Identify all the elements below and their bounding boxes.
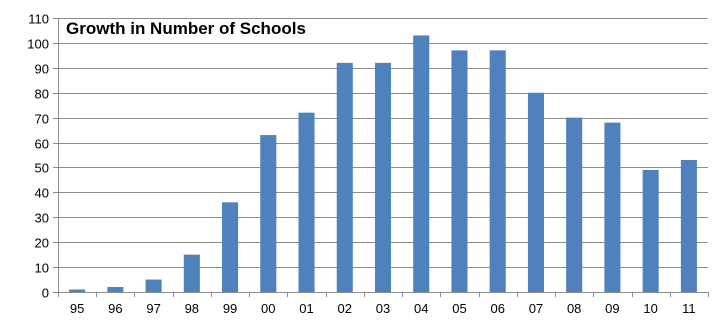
y-tick-labels: 0 10 20 30 40 50 60 70 80 90 100 110 bbox=[27, 12, 49, 301]
x-tick-label-06: 06 bbox=[490, 301, 504, 316]
bar-10 bbox=[642, 169, 659, 292]
y-tick-label-100: 100 bbox=[27, 37, 49, 52]
y-tick-label-30: 30 bbox=[35, 211, 49, 226]
bars bbox=[69, 35, 697, 293]
y-tick-label-0: 0 bbox=[42, 286, 49, 301]
x-tick-label-96: 96 bbox=[108, 301, 122, 316]
x-tick-label-09: 09 bbox=[605, 301, 619, 316]
bar-04 bbox=[413, 35, 430, 292]
y-tick-label-90: 90 bbox=[35, 62, 49, 77]
x-tick-label-10: 10 bbox=[643, 301, 657, 316]
bar-11 bbox=[680, 159, 697, 292]
bar-05 bbox=[451, 50, 468, 292]
y-tick-label-20: 20 bbox=[35, 236, 49, 251]
bar-09 bbox=[604, 122, 621, 293]
chart-title: Growth in Number of Schools bbox=[66, 19, 306, 38]
x-tick-label-07: 07 bbox=[529, 301, 543, 316]
bar-06 bbox=[489, 50, 506, 292]
x-tick-label-00: 00 bbox=[261, 301, 275, 316]
x-tick-label-95: 95 bbox=[70, 301, 84, 316]
y-tick-label-50: 50 bbox=[35, 161, 49, 176]
bar-01 bbox=[298, 112, 315, 293]
y-tick-label-40: 40 bbox=[35, 186, 49, 201]
x-tick-label-97: 97 bbox=[146, 301, 160, 316]
x-tick-label-03: 03 bbox=[376, 301, 390, 316]
x-tick-label-02: 02 bbox=[338, 301, 352, 316]
bar-07 bbox=[527, 92, 544, 292]
bar-98 bbox=[183, 254, 200, 292]
bar-99 bbox=[222, 202, 239, 292]
x-tick-label-05: 05 bbox=[452, 301, 466, 316]
x-tick-label-01: 01 bbox=[299, 301, 313, 316]
y-tick-label-110: 110 bbox=[28, 12, 49, 27]
x-tick-label-98: 98 bbox=[185, 301, 199, 316]
bar-00 bbox=[260, 135, 277, 292]
x-tick-label-08: 08 bbox=[567, 301, 581, 316]
bar-08 bbox=[566, 117, 583, 292]
x-tick-label-99: 99 bbox=[223, 301, 237, 316]
bar-03 bbox=[374, 62, 392, 293]
y-tick-label-80: 80 bbox=[35, 87, 49, 102]
x-tick-label-11: 11 bbox=[682, 301, 696, 316]
bar-95 bbox=[69, 289, 86, 292]
bar-02 bbox=[336, 62, 353, 293]
y-tick-label-10: 10 bbox=[35, 261, 49, 276]
x-tick-label-04: 04 bbox=[414, 301, 428, 316]
y-tick-label-70: 70 bbox=[35, 112, 49, 127]
bar-97 bbox=[145, 279, 162, 292]
bar-96 bbox=[107, 287, 124, 292]
x-tick-labels: 95 96 97 98 99 00 01 02 03 04 05 06 07 08 09 10 11 bbox=[70, 301, 696, 316]
axes bbox=[53, 18, 709, 297]
y-tick-label-60: 60 bbox=[35, 137, 49, 152]
